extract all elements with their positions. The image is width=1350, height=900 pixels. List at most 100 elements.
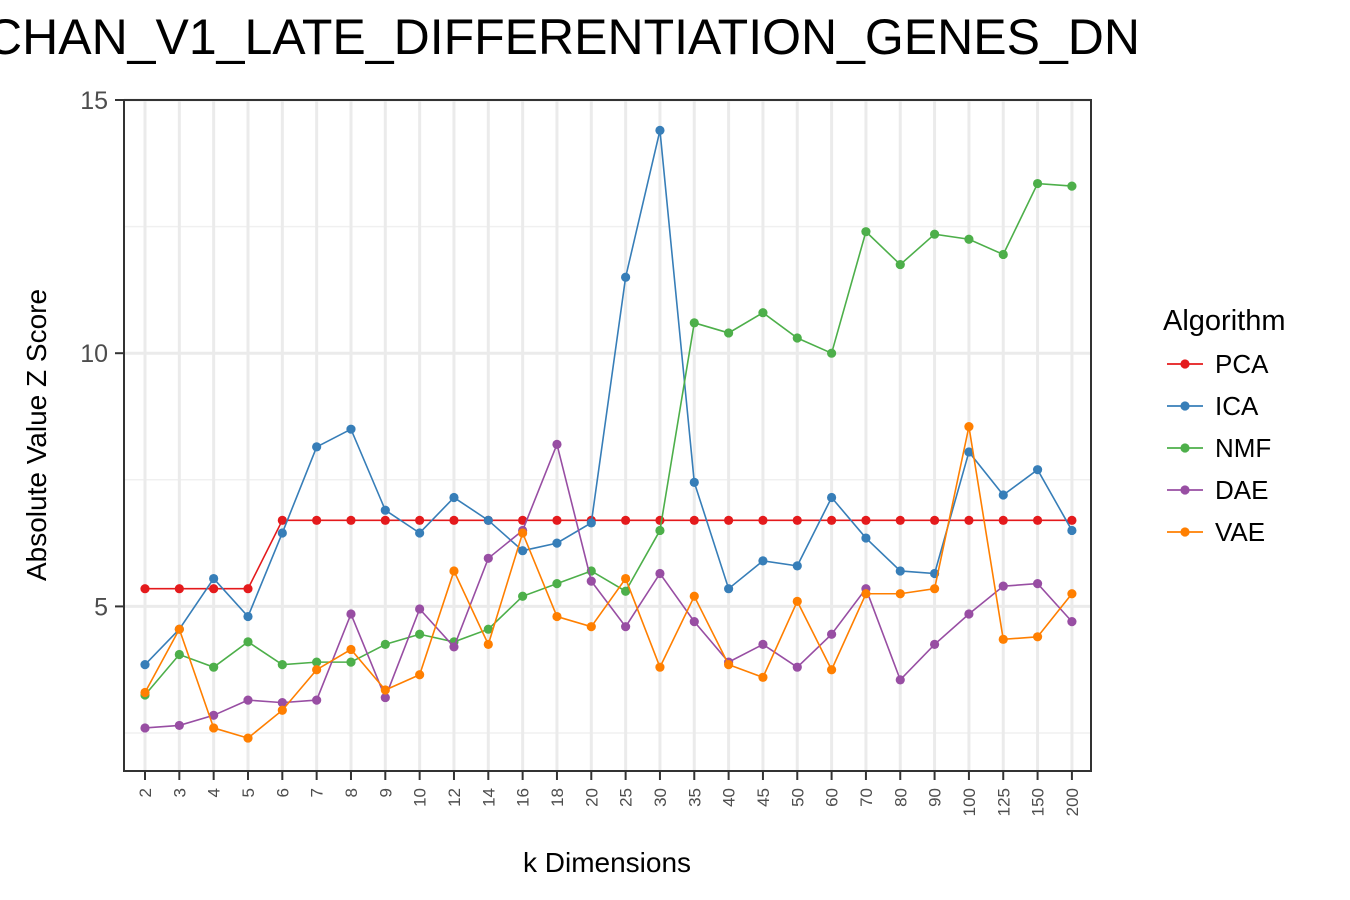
data-point-nmf [998, 249, 1008, 260]
data-point-ica [861, 533, 871, 543]
minor-gridlines [124, 225, 1091, 734]
legend-key-vae [1167, 527, 1203, 537]
data-point-dae [449, 642, 459, 652]
data-point-dae [792, 662, 802, 672]
legend-label-nmf: NMF [1215, 433, 1272, 463]
legend-key-point [1180, 527, 1190, 537]
x-tick-label: 12 [445, 788, 464, 807]
data-point-ica [346, 424, 356, 434]
data-point-vae [621, 573, 631, 584]
data-point-ica [552, 538, 562, 548]
x-tick-label: 150 [1029, 788, 1048, 816]
legend: Algorithm PCA ICA NMF DAE VAE [1163, 305, 1286, 560]
data-point-pca [449, 515, 459, 525]
data-point-ica [998, 490, 1008, 500]
data-point-dae [758, 639, 768, 649]
data-point-dae [415, 604, 425, 614]
data-point-pca [380, 515, 390, 525]
x-tick-label: 70 [857, 788, 876, 807]
data-point-nmf [1032, 178, 1043, 189]
data-point-vae [895, 589, 905, 599]
data-point-ica [1032, 465, 1043, 475]
x-tick-label: 14 [479, 788, 498, 807]
data-point-pca [415, 515, 425, 525]
legend-key-point [1180, 485, 1190, 495]
x-tick-label: 125 [994, 788, 1013, 816]
legend-key-ica [1167, 401, 1203, 411]
data-point-pca [140, 584, 150, 594]
y-axis-label: Absolute Value Z Score [21, 288, 52, 582]
data-point-dae [929, 639, 940, 649]
x-axis-label: k Dimensions [522, 847, 692, 878]
data-point-dae [1067, 617, 1077, 627]
x-tick-label: 20 [582, 788, 601, 807]
data-point-pca [689, 515, 699, 525]
series-layer [140, 125, 1077, 743]
series-nmf [140, 178, 1077, 700]
legend-label-dae: DAE [1215, 475, 1269, 505]
data-point-ica [243, 611, 253, 622]
x-tick-label: 80 [891, 788, 910, 807]
data-point-vae [1032, 632, 1043, 642]
data-point-vae [586, 622, 596, 632]
data-point-vae [346, 644, 356, 655]
major-gridlines [124, 98, 1091, 771]
data-point-ica [655, 125, 665, 135]
panel-border [123, 99, 1092, 772]
series-line-nmf [144, 182, 1072, 696]
data-point-nmf [174, 649, 184, 660]
x-tick-label: 8 [342, 788, 361, 797]
data-point-dae [1032, 579, 1043, 589]
data-point-nmf [724, 328, 734, 338]
data-point-ica [792, 561, 802, 571]
data-point-pca [277, 515, 287, 525]
data-point-ica [312, 442, 322, 452]
data-point-ica [415, 528, 425, 538]
data-point-vae [312, 665, 322, 675]
data-point-ica [449, 492, 459, 503]
y-tick-label: 15 [80, 87, 108, 115]
data-point-pca [174, 584, 184, 594]
data-point-nmf [758, 308, 768, 318]
data-point-nmf [827, 348, 837, 358]
data-point-pca [724, 515, 734, 525]
data-point-ica [518, 546, 528, 556]
data-point-nmf [483, 624, 493, 634]
data-point-vae [827, 665, 837, 675]
data-point-pca [1067, 515, 1077, 525]
x-tick-label: 18 [548, 788, 567, 807]
data-point-dae [964, 609, 974, 619]
data-point-vae [140, 687, 150, 698]
x-tick-label: 3 [170, 788, 189, 797]
data-point-vae [243, 733, 253, 743]
data-point-ica [586, 518, 596, 528]
x-tick-label: 40 [720, 788, 739, 807]
data-point-dae [827, 629, 837, 639]
data-point-nmf [277, 660, 287, 670]
data-point-pca [209, 584, 219, 594]
data-point-nmf [964, 234, 974, 244]
x-tick-label: 60 [823, 788, 842, 807]
x-tick-label: 25 [617, 788, 636, 807]
data-point-nmf [861, 227, 871, 237]
data-point-vae [724, 660, 734, 670]
data-point-dae [689, 617, 699, 627]
data-point-nmf [689, 318, 699, 328]
y-tick-label: 10 [80, 340, 108, 368]
data-point-dae [277, 698, 287, 708]
data-point-nmf [895, 259, 905, 270]
legend-key-nmf [1167, 443, 1203, 453]
data-point-dae [346, 609, 356, 619]
data-point-nmf [209, 662, 219, 672]
series-ica [140, 125, 1077, 670]
x-tick-label: 9 [376, 788, 395, 797]
data-point-dae [380, 692, 390, 703]
legend-item-ica: ICA [1163, 392, 1286, 434]
legend-label-pca: PCA [1215, 349, 1269, 379]
data-point-vae [380, 685, 390, 695]
x-tick-label: 16 [514, 788, 533, 807]
x-tick-label: 7 [308, 788, 327, 797]
data-point-ica [689, 477, 699, 487]
data-point-vae [1067, 589, 1077, 599]
data-point-ica [277, 528, 287, 538]
